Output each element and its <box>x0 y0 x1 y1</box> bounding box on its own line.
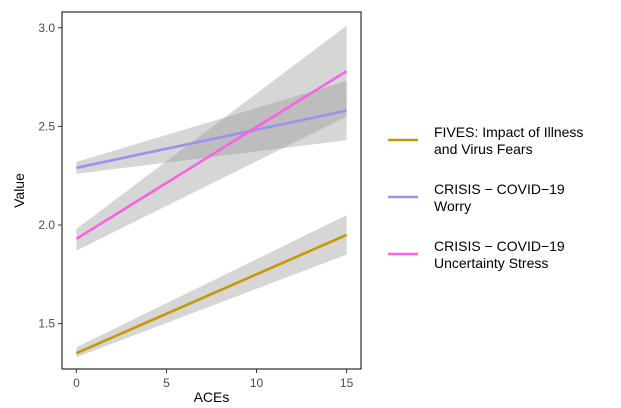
y-axis-title: Value <box>11 173 27 208</box>
legend-label-2: CRISIS − COVID−19 Worry <box>434 181 565 214</box>
series-lines <box>75 70 348 355</box>
series-line-2 <box>76 109 347 170</box>
confidence-band-2 <box>76 81 347 174</box>
confidence-band-1 <box>76 215 347 358</box>
x-tick-label: 0 <box>73 376 80 390</box>
x-tick-label: 15 <box>340 376 354 390</box>
x-tick-label: 5 <box>163 376 170 390</box>
y-tick-label: 2.5 <box>38 119 55 133</box>
x-axis: 0 5 10 15 <box>73 369 354 390</box>
x-axis-title: ACEs <box>194 389 230 405</box>
y-axis: 1.5 2.0 2.5 3.0 <box>38 21 62 331</box>
legend: FIVES: Impact of Illness and Virus Fears C… <box>388 124 583 271</box>
y-tick-label: 2.0 <box>38 218 55 232</box>
plot-panel-border <box>61 11 362 370</box>
y-tick-label: 1.5 <box>38 317 55 331</box>
legend-label-3: CRISIS − COVID−19 Uncertainty Stress <box>434 238 565 271</box>
series-line-1 <box>75 233 348 355</box>
series-line-3 <box>75 70 348 240</box>
legend-label-1: FIVES: Impact of Illness and Virus Fears <box>434 124 583 157</box>
confidence-ribbons <box>76 25 347 358</box>
x-tick-label: 10 <box>250 376 264 390</box>
y-tick-label: 3.0 <box>38 21 55 35</box>
